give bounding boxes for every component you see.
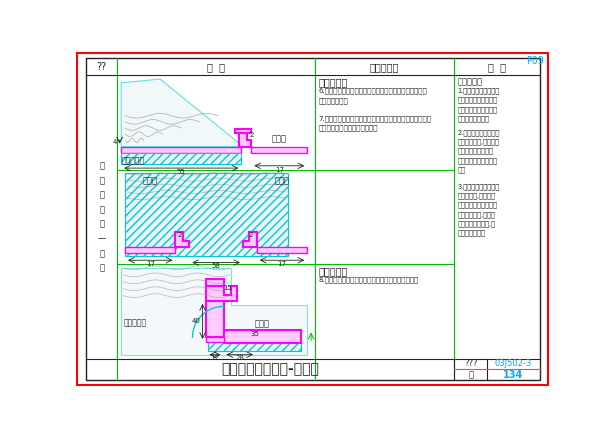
Text: 58: 58 — [212, 263, 221, 270]
Text: 6.方型木收边条：用于木地板与其它材质之间（面层高于
木地板）收边。: 6.方型木收边条：用于木地板与其它材质之间（面层高于 木地板）收边。 — [319, 88, 428, 104]
Text: ？？？？？: ？？？？？ — [370, 62, 400, 72]
Bar — [208, 337, 301, 351]
Text: 木质收边条: 木质收边条 — [319, 266, 348, 276]
Text: ？: ？ — [468, 370, 473, 379]
Bar — [235, 129, 251, 133]
Text: 8.楼角型木收边条：用于楼梯蹏步转角指的收边条。: 8.楼角型木收边条：用于楼梯蹏步转角指的收边条。 — [319, 276, 419, 283]
Text: 2: 2 — [248, 232, 253, 238]
Text: 2.收边条一般用钉钉与
水泥地面固定,也可可更
同色塑毁或缩上钉定
口使收边条表面更加光
亮。: 2.收边条一般用钉钉与 水泥地面固定,也可可更 同色塑毁或缩上钉定 口使收边条表… — [458, 129, 500, 173]
Text: 木地板: 木地板 — [143, 177, 158, 186]
Text: 12: 12 — [210, 355, 220, 362]
Text: 17: 17 — [278, 261, 287, 267]
Bar — [223, 329, 301, 343]
Text: 2: 2 — [249, 132, 253, 138]
Polygon shape — [206, 286, 237, 301]
Text: 17: 17 — [274, 167, 284, 173]
Text: 03J502-3: 03J502-3 — [495, 359, 532, 368]
Polygon shape — [121, 79, 242, 147]
Text: 木地板（收边构件-木质）: 木地板（收边构件-木质） — [221, 362, 319, 376]
Text: ？  ？: ？ ？ — [207, 62, 225, 72]
Text: ？  ？: ？ ？ — [488, 62, 506, 72]
Bar — [239, 133, 247, 147]
Text: 木质变边条: 木质变边条 — [319, 78, 348, 88]
Text: 35: 35 — [250, 332, 259, 338]
Text: 木地板: 木地板 — [255, 319, 270, 328]
Bar — [206, 301, 223, 337]
Text: 15: 15 — [223, 285, 232, 291]
Text: 3.即收边条应摆图安在
水泥地面上,固此必须
使用防震组且割开缝让
收动条内空间,再用塑
料盖且与地面粘合,以
维持防滑效果。: 3.即收边条应摆图安在 水泥地面上,固此必须 使用防震组且割开缝让 收动条内空间… — [458, 183, 500, 237]
Text: 17: 17 — [146, 261, 155, 267]
Text: 7.丁型木变边条：用于木地板之则及木地板与其它材质之间
（面层与木地板水平）的收边。: 7.丁型木变边条：用于木地板之则及木地板与其它材质之间 （面层与木地板水平）的收… — [319, 115, 432, 132]
Text: 40: 40 — [192, 319, 200, 325]
Text: 注意事项：: 注意事项： — [458, 78, 483, 86]
Bar — [125, 174, 288, 256]
Text: 4: 4 — [113, 139, 117, 145]
Text: 1.收边条的应用应根据
铺贴木地板区域长度来
量断实际合零一种变边
条的参料末确定。: 1.收边条的应用应根据 铺贴木地板区域长度来 量断实际合零一种变边 条的参料末确… — [458, 88, 500, 122]
Polygon shape — [239, 133, 251, 147]
Bar — [125, 247, 176, 253]
Bar — [121, 147, 242, 153]
Bar — [121, 153, 242, 164]
Polygon shape — [121, 268, 307, 355]
Text: ？
？
（
？
？
—
？
？: ？ ？ （ ？ ？ — ？ ？ — [98, 161, 106, 273]
Text: 箌脚板层边: 箌脚板层边 — [121, 157, 145, 165]
Bar — [257, 247, 307, 253]
Text: 木地板: 木地板 — [274, 177, 290, 186]
Polygon shape — [176, 232, 189, 247]
Text: P09: P09 — [526, 56, 544, 66]
Bar — [251, 147, 307, 153]
Polygon shape — [243, 232, 257, 247]
Text: 楼梯靠角边: 楼梯靠角边 — [123, 319, 146, 328]
Bar — [206, 279, 223, 286]
Text: 134: 134 — [503, 370, 523, 380]
Text: 木地板: 木地板 — [272, 135, 287, 143]
Text: ???: ??? — [464, 359, 478, 368]
Bar — [206, 337, 223, 342]
Text: 55: 55 — [176, 169, 185, 175]
Text: ??: ?? — [97, 62, 107, 72]
Text: 2: 2 — [177, 232, 182, 238]
Text: 28: 28 — [235, 355, 244, 362]
